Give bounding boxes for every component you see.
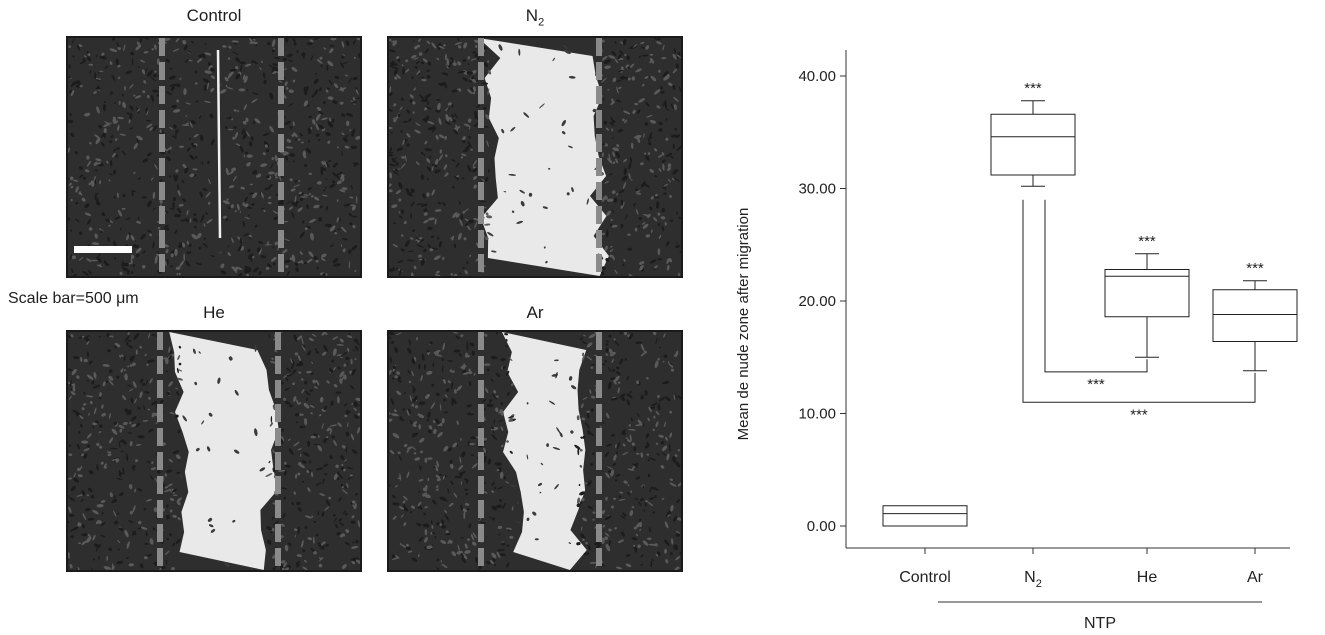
scale-bar-label: Scale bar=500 μm [8,290,139,307]
comparison-bracket-1 [1022,199,1256,403]
comparison-bracket-0 [1044,199,1148,373]
y-tick-label: 40.00 [798,68,836,85]
significance-marker: *** [1138,233,1156,250]
x-tick-label-2: He [1137,569,1158,586]
significance-marker: *** [1246,260,1264,277]
panel-title-he: He [203,303,225,322]
x-tick-label-0: Control [899,569,951,586]
box-iqr [1212,289,1298,342]
y-tick-label: 30.00 [798,181,836,198]
box-2: *** [1104,233,1190,358]
x-tick-label-1: N2 [1024,569,1042,590]
micrograph-texture [68,38,360,276]
panel-title-ar: Ar [526,303,544,322]
y-axis-label: Mean de nude zone after migration [735,208,752,441]
y-tick-label: 20.00 [798,293,836,310]
box-iqr [990,113,1076,176]
micrograph-he [66,330,362,572]
micrograph-texture [389,332,681,570]
box-iqr [882,505,968,527]
micrograph-n2 [387,36,683,278]
micrograph-control [66,36,362,278]
box-0 [882,505,968,527]
y-tick-label: 0.00 [807,518,836,535]
box-1: *** [990,80,1076,187]
box-plot: 0.00 10.00 20.00 30.00 40.00 Mean de nude zon… [735,50,1298,632]
group-label: NTP [1084,615,1116,632]
box-iqr [1104,269,1190,318]
y-tick-label: 10.00 [798,406,836,423]
comparison-label-1: *** [1130,406,1148,423]
comparison-label-0: *** [1087,376,1105,393]
micrograph-texture [68,332,360,570]
panel-title-n2: N2 [525,6,545,29]
scale-bar [74,246,132,253]
panel-title-control: Control [186,6,242,25]
micrograph-ar [387,330,683,572]
micrograph-texture [389,38,681,276]
x-tick-label-3: Ar [1247,569,1264,586]
significance-marker: *** [1024,80,1042,97]
box-3: *** [1212,260,1298,372]
